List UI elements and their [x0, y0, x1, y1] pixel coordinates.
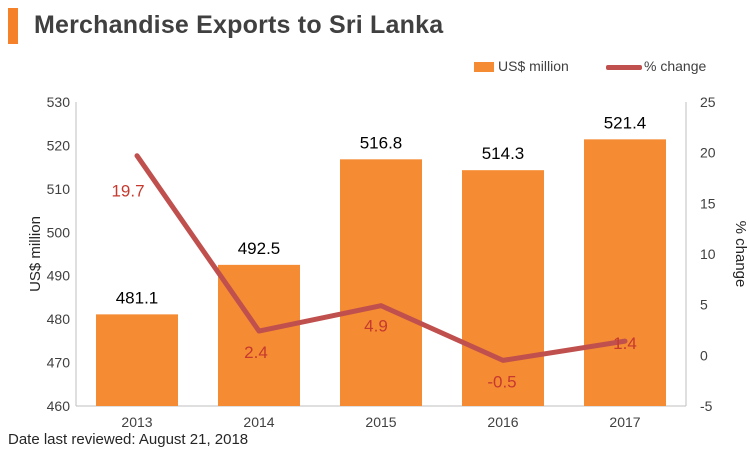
- pct-change-point-2017: [623, 339, 627, 343]
- footnote: Date last reviewed: August 21, 2018: [8, 431, 249, 448]
- legend-line-swatch: [606, 64, 642, 70]
- legend-item-line: % change: [606, 58, 706, 74]
- pct-change-label: 1.4: [613, 334, 637, 353]
- pct-change-point-2014: [257, 329, 261, 333]
- x-tick-label: 2015: [365, 414, 396, 430]
- bar-value-label: 521.4: [604, 113, 647, 132]
- left-tick-label: 460: [47, 398, 71, 414]
- right-tick-label: 10: [700, 246, 716, 262]
- pct-change-point-2016: [501, 358, 505, 362]
- left-tick-label: 520: [47, 137, 71, 153]
- pct-change-label: -0.5: [487, 372, 516, 391]
- left-tick-label: 470: [47, 355, 71, 371]
- pct-change-point-2013: [135, 154, 139, 158]
- right-tick-label: 5: [700, 297, 708, 313]
- left-axis-title: US$ million: [27, 216, 44, 292]
- bar-value-label: 516.8: [360, 133, 403, 152]
- left-tick-label: 530: [47, 94, 71, 110]
- bar-2016: [462, 170, 544, 406]
- left-tick-label: 490: [47, 268, 71, 284]
- legend-bar-label: US$ million: [498, 58, 569, 74]
- pct-change-label: 2.4: [244, 343, 268, 362]
- right-axis-title: % change: [732, 221, 749, 288]
- x-tick-label: 2013: [121, 414, 152, 430]
- bar-value-label: 492.5: [238, 239, 281, 258]
- bar-2017: [584, 139, 666, 406]
- legend-item-bars: US$ million: [474, 58, 569, 74]
- bar-value-label: 481.1: [116, 288, 159, 307]
- legend-bar-swatch: [474, 62, 494, 73]
- pct-change-label: 4.9: [364, 317, 388, 336]
- title-accent-bar: [8, 8, 18, 44]
- bar-2015: [340, 159, 422, 406]
- x-tick-label: 2017: [609, 414, 640, 430]
- right-tick-label: 0: [700, 347, 708, 363]
- right-tick-label: 25: [700, 94, 716, 110]
- right-tick-label: 15: [700, 195, 716, 211]
- chart-title: Merchandise Exports to Sri Lanka: [34, 11, 444, 39]
- right-tick-label: 20: [700, 145, 716, 161]
- left-tick-label: 510: [47, 181, 71, 197]
- left-tick-label: 480: [47, 311, 71, 327]
- right-tick-label: -5: [700, 398, 713, 414]
- pct-change-label: 19.7: [111, 182, 144, 201]
- x-tick-label: 2014: [243, 414, 274, 430]
- legend-line-label: % change: [644, 58, 707, 74]
- x-tick-label: 2016: [487, 414, 518, 430]
- left-tick-label: 500: [47, 224, 71, 240]
- bar-value-label: 514.3: [482, 144, 525, 163]
- bar-2013: [96, 314, 178, 406]
- pct-change-point-2015: [379, 304, 383, 308]
